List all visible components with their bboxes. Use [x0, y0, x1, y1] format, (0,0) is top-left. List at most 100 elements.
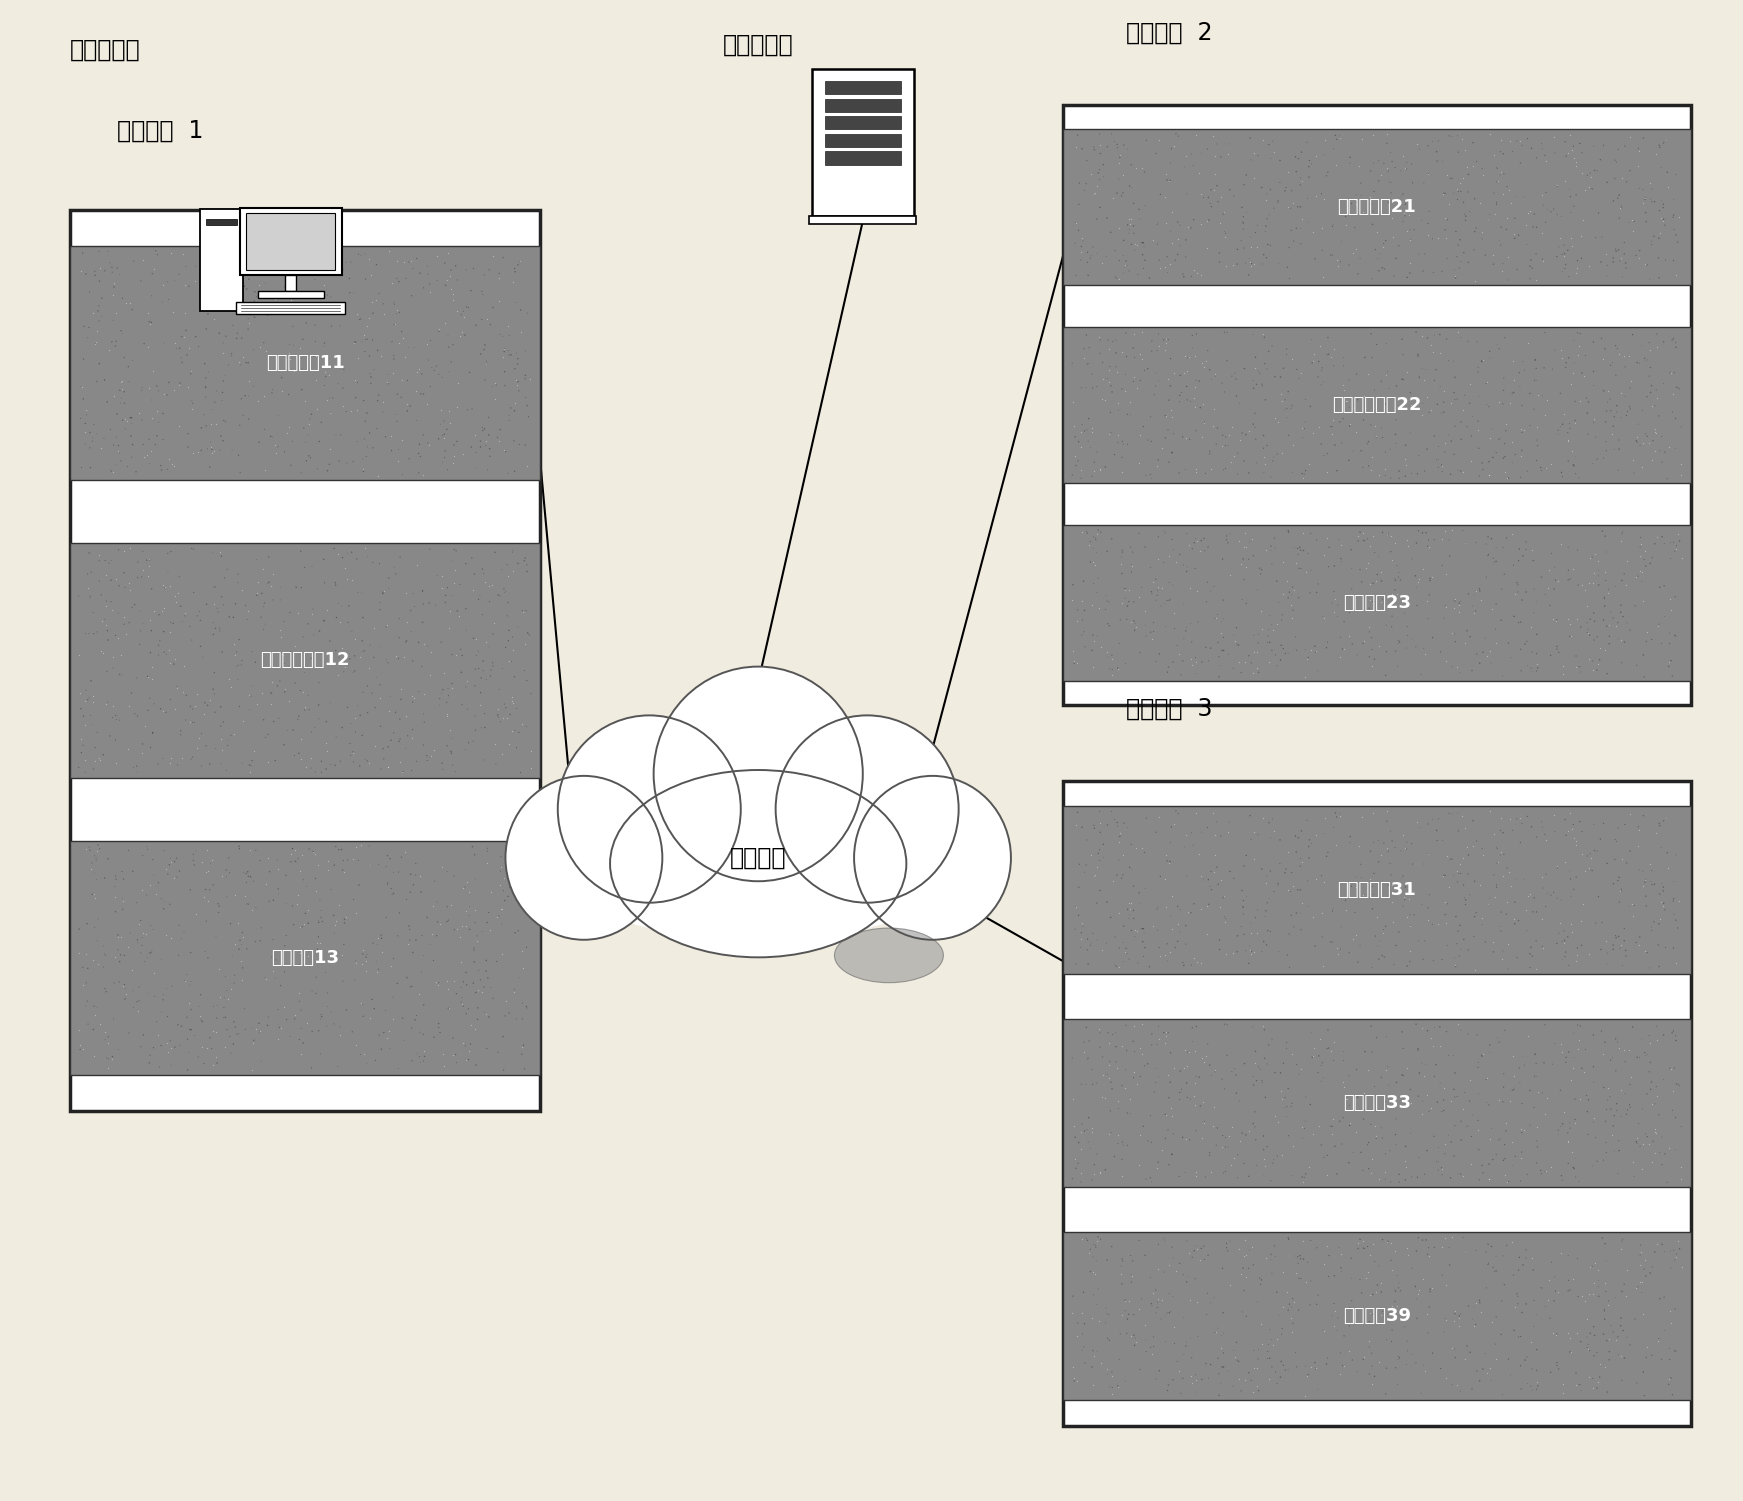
Point: [87, 287, 115, 311]
Point: [192, 414, 220, 438]
Point: [387, 845, 415, 869]
Point: [1098, 657, 1126, 681]
Point: [486, 896, 514, 920]
Point: [106, 386, 134, 410]
Point: [134, 665, 162, 689]
Point: [1161, 1315, 1189, 1339]
Point: [101, 886, 129, 910]
Point: [256, 860, 284, 884]
Point: [310, 273, 338, 297]
Point: [1642, 420, 1670, 444]
Point: [1485, 390, 1513, 414]
Point: [493, 884, 521, 908]
Point: [1380, 567, 1408, 591]
Point: [1665, 206, 1692, 230]
Point: [1102, 1034, 1129, 1058]
Point: [1478, 446, 1506, 470]
Point: [1149, 1138, 1177, 1162]
Point: [315, 629, 343, 653]
Point: [1102, 239, 1129, 263]
Point: [66, 1037, 94, 1061]
Point: [1534, 881, 1562, 905]
Point: [1468, 1153, 1495, 1177]
Point: [112, 977, 139, 1001]
Point: [1593, 662, 1621, 686]
Point: [1143, 898, 1171, 922]
Point: [171, 920, 199, 944]
Point: [1119, 1249, 1147, 1273]
Point: [1647, 425, 1675, 449]
Point: [207, 639, 235, 663]
Point: [1609, 847, 1637, 871]
Point: [1201, 1286, 1229, 1310]
Point: [1288, 820, 1316, 844]
Point: [1300, 635, 1328, 659]
Point: [479, 621, 507, 645]
Point: [1631, 186, 1659, 210]
Point: [173, 962, 200, 986]
Point: [91, 548, 119, 572]
Point: [1194, 1282, 1222, 1306]
Point: [1236, 803, 1264, 827]
Point: [223, 668, 251, 692]
Point: [1447, 1379, 1475, 1403]
Point: [1616, 210, 1644, 234]
Point: [1649, 207, 1677, 231]
Point: [1274, 519, 1302, 543]
Point: [1616, 125, 1644, 149]
Point: [373, 854, 401, 878]
Point: [1443, 654, 1471, 678]
Point: [220, 314, 248, 338]
Point: [1312, 845, 1340, 869]
Point: [185, 1045, 213, 1069]
Point: [1098, 380, 1126, 404]
Point: [1412, 1082, 1440, 1106]
Point: [1373, 360, 1401, 384]
Point: [1459, 835, 1487, 859]
Point: [1229, 1300, 1257, 1324]
Point: [363, 950, 390, 974]
Point: [1286, 847, 1314, 871]
Point: [1086, 122, 1114, 146]
Point: [298, 647, 326, 671]
Point: [1379, 1318, 1407, 1342]
Point: [1138, 1280, 1166, 1304]
Point: [1590, 608, 1618, 632]
Point: [1164, 642, 1192, 666]
Point: [356, 1006, 383, 1030]
Point: [1422, 447, 1450, 471]
Point: [404, 441, 432, 465]
Point: [1112, 576, 1140, 600]
Point: [1626, 1046, 1654, 1070]
Point: [345, 347, 373, 371]
Point: [1403, 811, 1431, 835]
Point: [1659, 1079, 1687, 1103]
Point: [1314, 630, 1342, 654]
Point: [265, 857, 293, 881]
Point: [1508, 659, 1536, 683]
Point: [1365, 934, 1393, 958]
Point: [1143, 212, 1171, 236]
Point: [1431, 431, 1459, 455]
Point: [1536, 1268, 1563, 1292]
Point: [1473, 1276, 1501, 1300]
Point: [1157, 815, 1185, 839]
Point: [1286, 173, 1314, 197]
Point: [1591, 336, 1619, 360]
Point: [342, 901, 370, 925]
Point: [1156, 1085, 1183, 1109]
Point: [1565, 1373, 1593, 1397]
Point: [472, 668, 500, 692]
Point: [1119, 191, 1147, 215]
Point: [246, 1019, 274, 1043]
Point: [1117, 552, 1145, 576]
Point: [1377, 171, 1405, 195]
Point: [1238, 827, 1265, 851]
Point: [1516, 656, 1544, 680]
Point: [1119, 899, 1147, 923]
Point: [1574, 844, 1602, 868]
Point: [80, 947, 108, 971]
Point: [1645, 612, 1673, 636]
Point: [1225, 650, 1253, 674]
Point: [1145, 323, 1173, 347]
